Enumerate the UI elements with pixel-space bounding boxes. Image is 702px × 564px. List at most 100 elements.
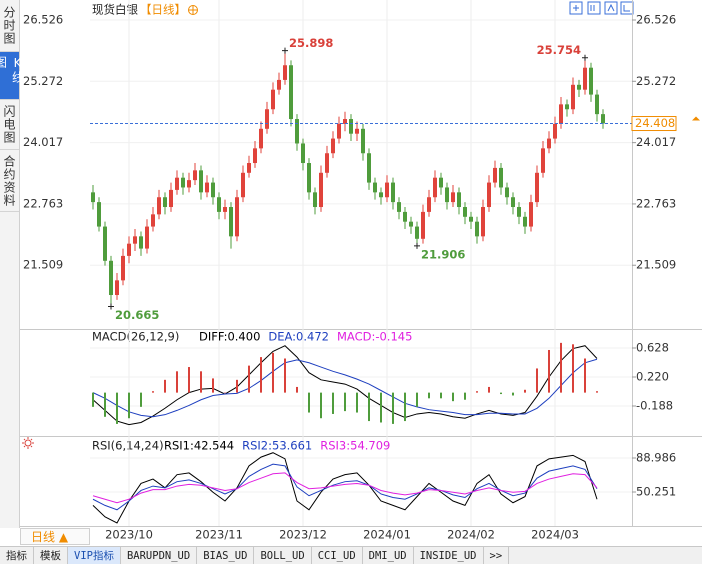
x-tick-label: 2023/12 xyxy=(279,528,327,542)
legend-entry: MACD:-0.145 xyxy=(337,330,412,344)
candle-body xyxy=(541,148,545,173)
chart-title: 现货白银 xyxy=(92,3,138,17)
y-tick-label: 22.763 xyxy=(636,196,676,210)
candle-body xyxy=(361,128,365,154)
candle-body xyxy=(145,226,149,249)
candle-body xyxy=(265,109,269,129)
candle-body xyxy=(367,153,371,183)
y-tick-label: 21.509 xyxy=(23,258,63,272)
candle-body xyxy=(193,170,197,181)
candle-body xyxy=(433,177,437,198)
sidebar-tab[interactable]: 合约资料 xyxy=(0,150,19,212)
candle-body xyxy=(427,197,431,212)
candle-body xyxy=(373,182,377,193)
macd-bar xyxy=(212,378,214,393)
y-tick-label: 0.628 xyxy=(636,340,669,354)
candle-body xyxy=(571,84,575,110)
candle-body xyxy=(379,192,383,198)
candle-body xyxy=(253,148,257,164)
macd-bar xyxy=(296,386,298,393)
legend-entry: RSI2:53.661 xyxy=(242,439,312,453)
bottom-tab[interactable]: >> xyxy=(484,547,510,564)
macd-bar xyxy=(500,392,502,395)
candle-body xyxy=(451,192,455,203)
period-button[interactable]: 日线 ▲ xyxy=(20,528,90,545)
candle-body xyxy=(319,172,323,208)
candle-body xyxy=(553,123,557,139)
candle-body xyxy=(109,260,113,296)
candle-body xyxy=(499,167,503,188)
extreme-marker xyxy=(282,47,288,54)
candle-body xyxy=(535,172,539,203)
macd-bar xyxy=(200,371,202,393)
x-tick-label: 2023/10 xyxy=(105,528,153,542)
bottom-tab[interactable]: BIAS_UD xyxy=(197,547,255,564)
candle-body xyxy=(589,67,593,95)
candle-body xyxy=(475,221,479,237)
extreme-label: 25.754 xyxy=(537,43,581,57)
y-tick-label: 0.220 xyxy=(636,369,669,383)
x-tick-label: 2023/11 xyxy=(195,528,243,542)
macd-bar xyxy=(572,344,574,393)
candle-body xyxy=(397,202,401,212)
macd-bar xyxy=(368,392,370,422)
bottom-tab[interactable]: VIP指标 xyxy=(68,547,121,564)
bottom-tab[interactable]: BARUPDN_UD xyxy=(121,547,198,564)
macd-bar xyxy=(188,367,190,393)
macd-bar xyxy=(512,392,514,396)
macd-bar xyxy=(116,392,118,424)
bottom-tab[interactable]: DMI_UD xyxy=(363,547,414,564)
candle-body xyxy=(391,182,395,203)
candle-body xyxy=(547,138,551,149)
macd-bar xyxy=(224,392,226,394)
sidebar-tab[interactable]: 闪电图 xyxy=(0,100,19,150)
macd-bar xyxy=(548,349,550,393)
macd-bar xyxy=(248,365,250,393)
macd-bar xyxy=(392,392,394,424)
candle-body xyxy=(187,180,191,188)
sidebar-tab[interactable]: 分时图 xyxy=(0,0,19,52)
macd-label: MACD(26,12,9) xyxy=(92,330,179,344)
macd-bar xyxy=(464,392,466,400)
candle-body xyxy=(163,197,167,208)
candle-body xyxy=(517,207,521,217)
bottom-tab[interactable]: CCI_UD xyxy=(312,547,363,564)
macd-bar xyxy=(380,392,382,423)
rsi-label: RSI(6,14,24) xyxy=(92,439,164,453)
sidebar-tab[interactable]: K线图 xyxy=(0,52,25,100)
bottom-tab[interactable]: INSIDE_UD xyxy=(414,547,484,564)
candle-body xyxy=(283,65,287,80)
rsi-line xyxy=(92,452,598,524)
toolbar-icons[interactable] xyxy=(569,1,634,15)
bottom-tab[interactable]: 模板 xyxy=(34,547,68,564)
legend-entry: RSI3:54.709 xyxy=(320,439,390,453)
macd-bar xyxy=(452,392,454,402)
macd-bar xyxy=(524,389,526,393)
candle-body xyxy=(259,128,263,149)
y-tick-label: 22.763 xyxy=(23,196,63,210)
bottom-tab[interactable]: 指标 xyxy=(0,547,34,564)
rsi-line xyxy=(92,472,598,504)
macd-bar xyxy=(584,358,586,393)
macd-bar xyxy=(140,392,142,407)
macd-bar xyxy=(284,358,286,393)
extreme-marker xyxy=(108,303,114,310)
macd-bar xyxy=(332,392,334,414)
candle-body xyxy=(325,153,329,173)
extreme-label: 21.906 xyxy=(421,247,465,261)
y-tick-label: 26.526 xyxy=(23,12,63,26)
bottom-tabs: 指标 模板 VIP指标 BARUPDN_UD BIAS_UD BOLL_UD CCI_UD D… xyxy=(0,546,702,564)
bottom-tab[interactable]: BOLL_UD xyxy=(254,547,312,564)
add-icon[interactable] xyxy=(188,5,198,15)
candle-body xyxy=(103,226,107,261)
macd-bar xyxy=(536,368,538,393)
candle-body xyxy=(481,207,485,237)
y-tick-label: 50.251 xyxy=(636,485,676,499)
x-tick-label: 2024/03 xyxy=(531,528,579,542)
candle-body xyxy=(385,182,389,198)
candle-body xyxy=(277,79,281,90)
macd-bar xyxy=(344,392,346,412)
macd-bar xyxy=(320,392,322,419)
candle-body xyxy=(217,197,221,212)
